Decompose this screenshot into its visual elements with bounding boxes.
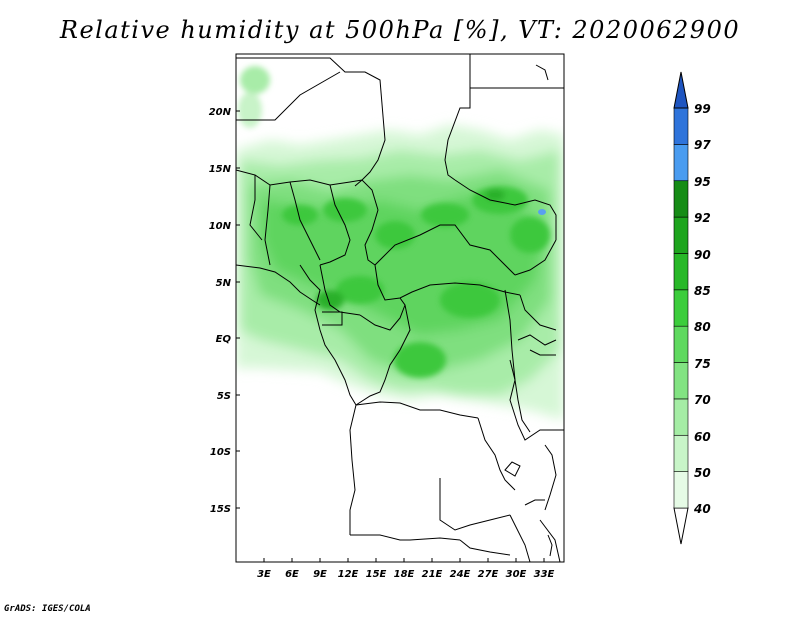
lon-label: 27E (478, 569, 499, 580)
lat-labels: 20N 15N 10N 5N EQ 5S 10S 15S (209, 107, 232, 515)
colorbar-label: 70 (694, 393, 711, 407)
colorbar-bottom-triangle (673, 507, 689, 545)
colorbar-segment (673, 107, 689, 145)
colorbar-label: 90 (694, 248, 711, 262)
colorbar-segment (673, 434, 689, 472)
lon-label: 21E (422, 569, 443, 580)
credit-text: GrADS: IGES/COLA (4, 604, 91, 614)
lon-label: 24E (450, 569, 471, 580)
colorbar-label: 99 (694, 102, 711, 116)
colorbar-label: 50 (694, 466, 711, 480)
lon-labels: 3E 6E 9E 12E 15E 18E 21E 24E 27E 30E 33E (257, 569, 554, 580)
colorbar-label: 75 (694, 357, 711, 371)
colorbar-segment (673, 180, 689, 218)
colorbar-label: 97 (694, 138, 711, 152)
colorbar-label: 60 (694, 430, 711, 444)
colorbar-top-triangle (673, 71, 689, 109)
lat-label: 5S (217, 391, 231, 402)
lat-label: 15N (209, 164, 232, 175)
colorbar-segment (673, 253, 689, 291)
lon-label: 9E (313, 569, 327, 580)
colorbar-segment (673, 144, 689, 182)
colorbar-label: 80 (694, 320, 711, 334)
lon-label: 12E (338, 569, 359, 580)
lat-label: 15S (210, 504, 231, 515)
lon-label: 30E (506, 569, 527, 580)
colorbar-label: 85 (694, 284, 711, 298)
colorbar-segment (673, 471, 689, 509)
country-borders (235, 54, 564, 563)
lat-ticks (236, 110, 240, 509)
colorbar-segment (673, 362, 689, 400)
colorbar-segment (673, 398, 689, 436)
colorbar-segment (673, 216, 689, 254)
lat-label: EQ (216, 334, 232, 345)
map-title: Relative humidity at 500hPa [%], VT: 202… (59, 16, 741, 44)
lon-label: 33E (534, 569, 555, 580)
colorbar-label: 92 (694, 211, 711, 225)
lat-label: 5N (216, 278, 232, 289)
colorbar-segment (673, 325, 689, 363)
lon-label: 15E (366, 569, 387, 580)
lat-label: 10S (210, 447, 231, 458)
lon-label: 3E (257, 569, 271, 580)
humidity-shading (236, 66, 564, 420)
lon-ticks (263, 558, 545, 562)
lon-label: 18E (394, 569, 415, 580)
colorbar-segment (673, 289, 689, 327)
lat-label: 10N (209, 221, 232, 232)
map-frame (235, 53, 565, 563)
lat-label: 20N (209, 107, 232, 118)
colorbar-label: 40 (693, 502, 711, 516)
colorbar-labels: 99 97 95 92 90 85 80 75 70 60 50 40 (693, 102, 711, 516)
colorbar: 99 97 95 92 90 85 80 75 70 60 50 40 (673, 71, 711, 545)
colorbar-segments (673, 71, 689, 545)
colorbar-label: 95 (694, 175, 711, 189)
lon-label: 6E (285, 569, 299, 580)
